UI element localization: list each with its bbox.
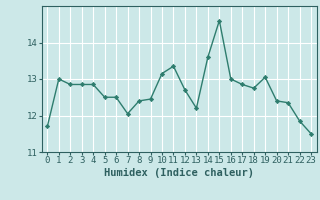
X-axis label: Humidex (Indice chaleur): Humidex (Indice chaleur) (104, 168, 254, 178)
